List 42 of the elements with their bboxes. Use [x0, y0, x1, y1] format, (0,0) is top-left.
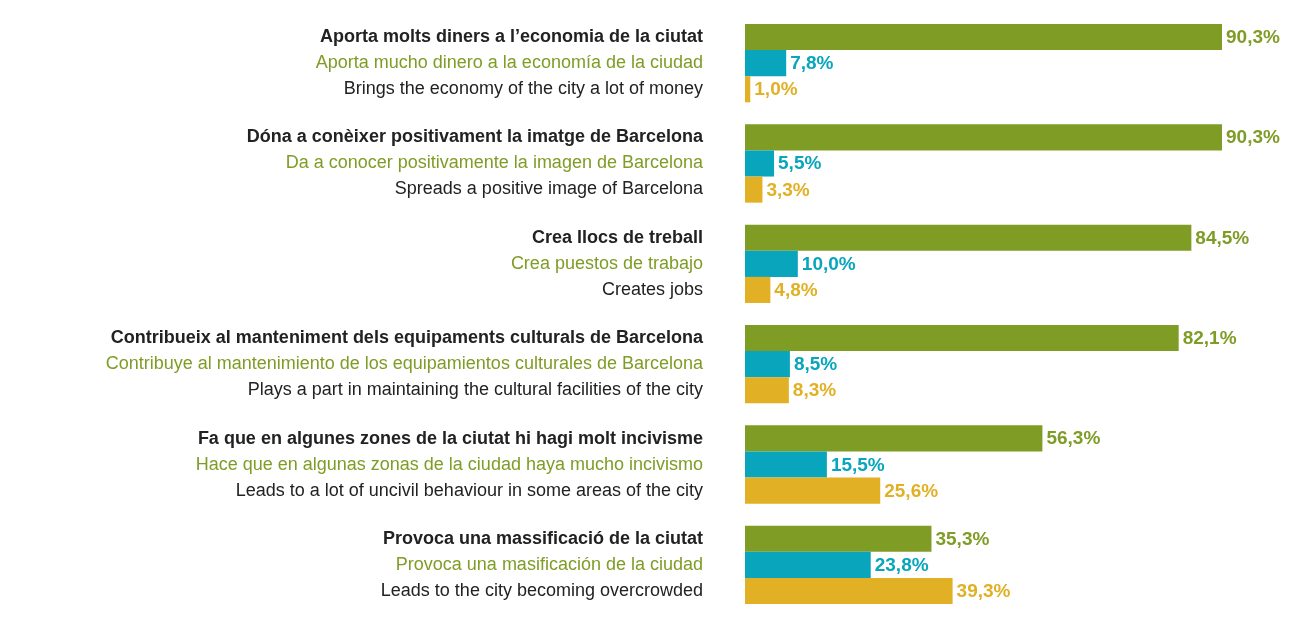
bar: [745, 351, 790, 378]
bar: [745, 477, 881, 504]
data-label: 15,5%: [830, 453, 885, 475]
category-label: Contribueix al manteniment dels equipaments culturals de Barcelona Contribuye al mantenimiento de los equipamientos culturales de Barcelona Plays a part in maintaining the cultural facilities of the city: [105, 327, 703, 400]
bar: [745, 425, 1043, 452]
data-label: 82,1%: [1182, 327, 1237, 349]
bar: [745, 24, 1222, 51]
data-label: 39,3%: [956, 579, 1011, 601]
data-label: 10,0%: [801, 252, 856, 274]
category-label: Fa que en algunes zones de la ciutat hi hagi molt incivisme Hace que en algunas zonas de la ciudad haya mucho incivismo Leads to a lot of uncivil behaviour in some areas of the city: [195, 427, 703, 500]
data-label: 5,5%: [778, 152, 822, 174]
bar: [745, 577, 953, 604]
data-label: 25,6%: [884, 479, 939, 501]
bar: [745, 276, 771, 303]
data-label: 8,5%: [793, 353, 838, 375]
category-label: Provoca una massificació de la ciutat Provoca una masificación de la ciudad Leads to the city becoming overcrowded: [380, 527, 703, 600]
data-label: 1,0%: [754, 78, 798, 100]
bar: [745, 124, 1222, 151]
bar: [745, 250, 798, 277]
bar: [745, 451, 827, 478]
data-label: 7,8%: [790, 52, 834, 74]
category-label: Dóna a conèixer positivament la imatge de Barcelona Da a conocer positivamente la imagen de Barcelona Spreads a positive image of Barcelona: [246, 126, 703, 199]
bar: [745, 224, 1192, 251]
data-label: 90,3%: [1226, 126, 1280, 148]
bar: [745, 50, 787, 77]
bar: [745, 176, 763, 203]
bar: [745, 551, 871, 578]
bar: [745, 525, 932, 552]
data-label: 4,8%: [774, 278, 818, 300]
bar: [745, 150, 775, 177]
data-label: 8,3%: [792, 379, 837, 401]
bar: [745, 76, 751, 103]
category-label: Crea llocs de treball Crea puestos de trabajo Creates jobs: [510, 226, 703, 299]
data-label: 35,3%: [935, 527, 990, 549]
data-label: 3,3%: [766, 178, 810, 200]
data-label: 23,8%: [874, 553, 929, 575]
data-label: 56,3%: [1046, 427, 1101, 449]
bar: [745, 325, 1179, 352]
bar: [745, 377, 789, 404]
category-label: Aporta molts diners a l’economia de la ciutat Aporta mucho dinero a la economía de la ciudad Brings the economy of the city a lot of money: [315, 26, 703, 99]
data-label: 84,5%: [1195, 226, 1250, 248]
data-label: 90,3%: [1226, 26, 1280, 48]
